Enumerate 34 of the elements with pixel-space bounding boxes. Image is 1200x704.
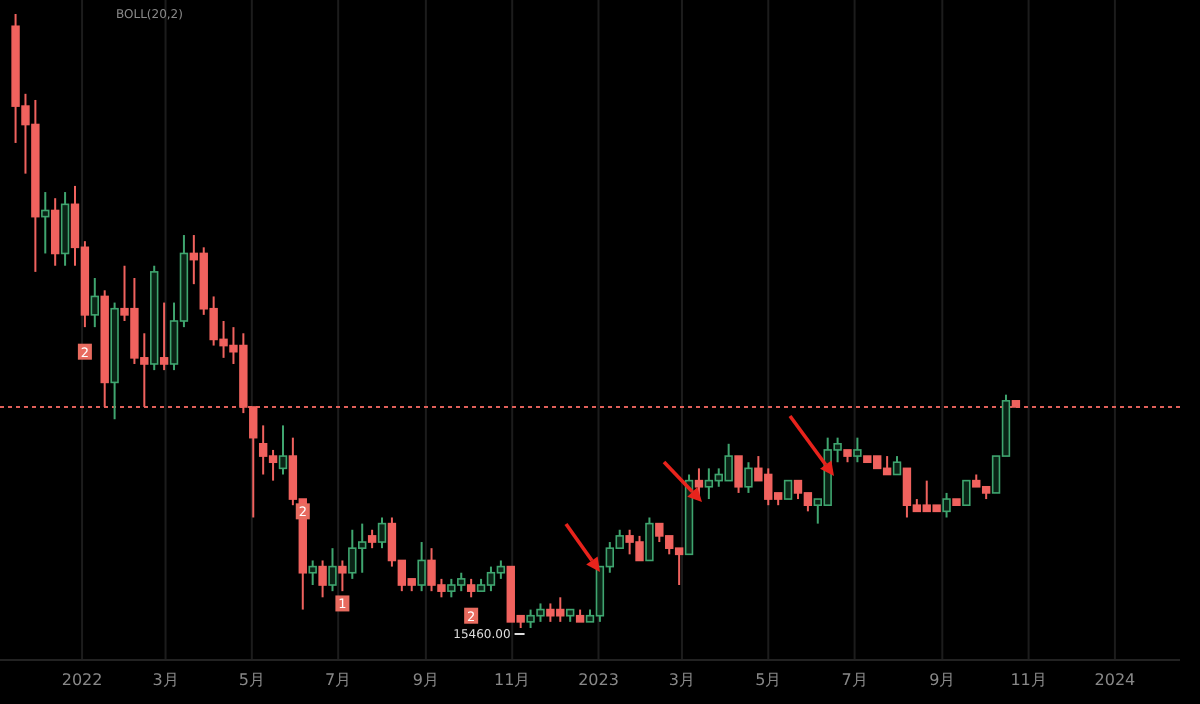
candlestick [645,516,654,562]
candlestick [308,559,317,587]
x-tick-label: 3月 [152,671,179,690]
x-tick-label: 7月 [325,671,352,690]
candlestick [367,528,377,550]
candlestick [41,191,50,255]
x-tick-label: 11月 [1010,671,1047,690]
candlestick [783,479,793,500]
x-tick-label: 9月 [929,671,956,690]
candlestick [744,461,753,494]
candlestick [734,455,743,494]
candlestick [50,197,60,267]
candlestick [377,516,387,550]
candlestick [962,479,971,506]
candlestick [159,301,169,372]
candlestick [892,455,902,476]
candlestick [942,491,951,519]
x-tick-label: 2022 [61,671,103,690]
candlestick [278,424,288,476]
x-tick-label: 5月 [755,671,782,690]
candlestick [853,436,862,464]
candlestick [328,547,337,593]
x-tick-label: 3月 [668,671,696,690]
x-tick-label: 9月 [412,671,439,690]
x-tick-label: 11月 [493,671,531,690]
candlestick [338,559,347,593]
x-tick-label: 5月 [238,671,265,690]
candlestick [466,577,476,599]
candlestick [318,559,327,599]
x-tick-label: 2023 [578,671,619,690]
x-tick-label: 2024 [1094,671,1136,690]
candlestick [90,277,99,329]
x-tick-label: 7月 [841,671,868,690]
candlestick [417,541,426,593]
